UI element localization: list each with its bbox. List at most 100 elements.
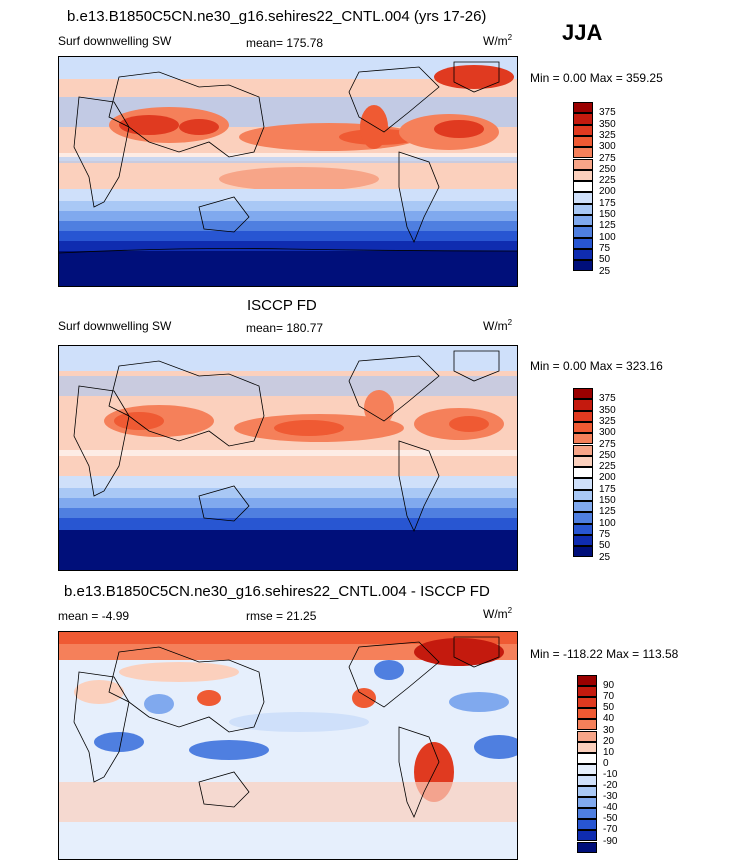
colorbar-tick-label: 350 <box>599 404 616 416</box>
panel2-minmax: Min = 0.00 Max = 323.16 <box>530 359 663 373</box>
panel3-field <box>59 632 517 859</box>
colorbar-tick-label: 300 <box>599 141 616 153</box>
colorbar-swatch <box>573 124 593 136</box>
colorbar-tick-label: -40 <box>603 802 618 814</box>
colorbar-swatch <box>577 841 597 853</box>
colorbar-swatch <box>577 752 597 764</box>
panel2-title: ISCCP FD <box>247 297 317 314</box>
colorbar-swatch <box>573 489 593 501</box>
colorbar-tick-label: 250 <box>599 449 616 461</box>
colorbar-swatch <box>573 512 593 524</box>
panel3-rmse: rmse = 21.25 <box>246 609 317 623</box>
colorbar-swatch <box>573 546 593 558</box>
colorbar-tick-label: -50 <box>603 813 618 825</box>
colorbar-tick-label: 225 <box>599 175 616 187</box>
panel1-title: b.e13.B1850C5CN.ne30_g16.sehires22_CNTL.… <box>67 8 487 25</box>
colorbar-tick-label: 125 <box>599 220 616 232</box>
panel2-left-label: Surf downwelling SW <box>58 319 172 333</box>
panel3-title: b.e13.B1850C5CN.ne30_g16.sehires22_CNTL.… <box>64 583 490 600</box>
panel3-units: W/m2 <box>483 606 513 621</box>
colorbar-tick-label: 75 <box>599 528 611 540</box>
colorbar-tick-label: 200 <box>599 186 616 198</box>
colorbar-tick-label: 70 <box>603 691 615 703</box>
panel3-minmax: Min = -118.22 Max = 113.58 <box>530 647 679 661</box>
colorbar-tick-label: -30 <box>603 791 618 803</box>
panel1-minmax: Min = 0.00 Max = 359.25 <box>530 71 663 85</box>
colorbar-swatch <box>573 169 593 182</box>
colorbar-tick-label: 175 <box>599 483 616 495</box>
panel2-mean: mean= 180.77 <box>246 321 324 335</box>
colorbar-tick-label: 10 <box>603 746 615 758</box>
colorbar-swatch <box>573 226 593 238</box>
panel3-mean: mean = -4.99 <box>58 609 130 623</box>
colorbar-tick-label: 20 <box>603 735 615 747</box>
panel1-left-label: Surf downwelling SW <box>58 34 172 48</box>
colorbar-swatch <box>573 388 593 400</box>
colorbar-tick-label: 75 <box>599 242 611 254</box>
colorbar-swatch <box>573 102 593 114</box>
colorbar-swatch <box>573 237 593 249</box>
colorbar-tick-label: 50 <box>603 702 615 714</box>
colorbar-swatch <box>577 686 597 698</box>
panel2-units: W/m2 <box>483 318 513 333</box>
colorbar-tick-label: 200 <box>599 472 616 484</box>
colorbar-swatch <box>577 697 597 709</box>
colorbar-swatch <box>573 215 593 227</box>
panel3-map <box>58 631 518 860</box>
panel1-map <box>58 56 518 287</box>
colorbar-tick-label: 100 <box>599 231 616 243</box>
colorbar-tick-label: 325 <box>599 415 616 427</box>
colorbar-tick-label: 30 <box>603 724 615 736</box>
colorbar-tick-label: 225 <box>599 461 616 473</box>
colorbar-tick-label: 50 <box>599 540 611 552</box>
colorbar-swatch <box>573 147 593 159</box>
colorbar-tick-label: 375 <box>599 393 616 405</box>
colorbar-swatch <box>573 260 593 272</box>
colorbar-swatch <box>573 467 593 479</box>
colorbar-swatch <box>577 741 597 753</box>
panel1-units: W/m2 <box>483 33 513 48</box>
colorbar-tick-label: 0 <box>603 757 609 769</box>
colorbar-tick-label: 300 <box>599 427 616 439</box>
colorbar-swatch <box>577 675 597 687</box>
colorbar-swatch <box>577 819 597 831</box>
colorbar-swatch <box>573 181 593 193</box>
colorbar-swatch <box>573 455 593 468</box>
colorbar-tick-label: 90 <box>603 680 615 692</box>
colorbar-swatch <box>577 830 597 842</box>
colorbar-swatch <box>573 444 593 456</box>
colorbar-swatch <box>577 719 597 731</box>
colorbar-tick-label: -70 <box>603 824 618 836</box>
panel1-field <box>59 57 517 286</box>
colorbar-swatch <box>573 158 593 170</box>
colorbar-swatch <box>573 523 593 535</box>
colorbar-swatch <box>577 763 597 775</box>
colorbar-swatch <box>573 135 593 148</box>
colorbar-tick-label: 275 <box>599 438 616 450</box>
colorbar-swatch <box>577 786 597 798</box>
colorbar-tick-label: 100 <box>599 517 616 529</box>
colorbar-swatch <box>577 808 597 820</box>
colorbar-swatch <box>577 708 597 720</box>
colorbar-tick-label: -10 <box>603 768 618 780</box>
colorbar-swatch <box>573 534 593 547</box>
colorbar-tick-label: 50 <box>599 254 611 266</box>
colorbar-tick-label: 375 <box>599 107 616 119</box>
colorbar-tick-label: 40 <box>603 713 615 725</box>
colorbar-tick-label: 150 <box>599 495 616 506</box>
colorbar-tick-label: 250 <box>599 163 616 175</box>
colorbar-tick-label: -90 <box>603 835 618 847</box>
colorbar-swatch <box>573 399 593 411</box>
colorbar-tick-label: 175 <box>599 197 616 209</box>
colorbar-swatch <box>577 730 597 742</box>
colorbar-swatch <box>573 501 593 513</box>
panel2-map <box>58 345 518 571</box>
colorbar-swatch <box>577 774 597 786</box>
colorbar-tick-label: 25 <box>599 551 611 563</box>
colorbar-swatch <box>573 433 593 445</box>
colorbar-swatch <box>573 192 593 204</box>
colorbar-swatch <box>573 410 593 422</box>
season-title: JJA <box>562 20 603 45</box>
colorbar-swatch <box>573 203 593 215</box>
colorbar-tick-label: 275 <box>599 152 616 164</box>
